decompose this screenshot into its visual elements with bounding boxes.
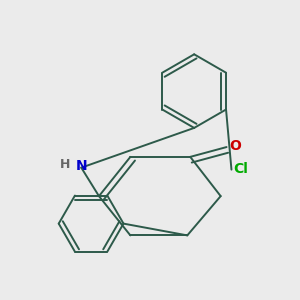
Text: Cl: Cl bbox=[233, 162, 248, 176]
Text: O: O bbox=[230, 140, 241, 154]
Text: H: H bbox=[60, 158, 70, 171]
Text: N: N bbox=[76, 159, 87, 173]
